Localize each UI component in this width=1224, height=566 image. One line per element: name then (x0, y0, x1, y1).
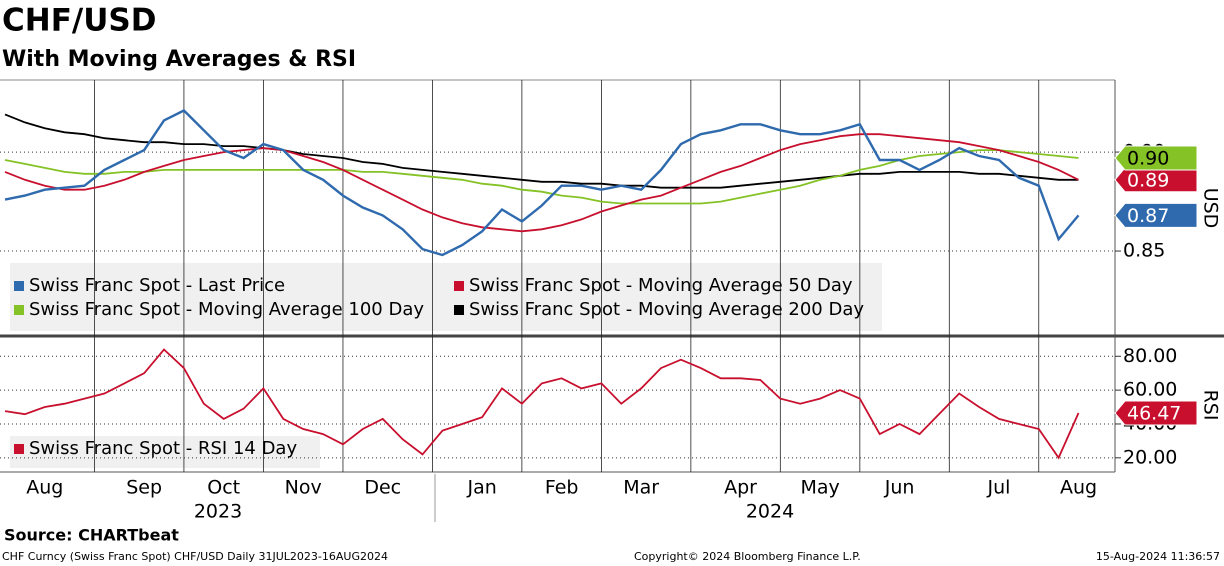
legend-swatch (454, 281, 464, 291)
series-line (4, 113, 1079, 189)
legend-swatch (14, 444, 24, 454)
legend-label: Swiss Franc Spot - Moving Average 100 Da… (29, 299, 424, 320)
y-axis-label: USD (1200, 188, 1222, 229)
footer-left: CHF Curncy (Swiss Franc Spot) CHF/USD Da… (2, 550, 388, 563)
legend-box (10, 263, 882, 331)
last-value-label: 46.47 (1127, 403, 1181, 425)
x-tick-label: Sep (126, 477, 162, 499)
x-tick-label: Feb (545, 477, 579, 499)
x-tick-label: Jan (466, 477, 496, 499)
series-line (4, 133, 1079, 233)
year-label: 2024 (746, 501, 794, 523)
last-value-tag (1114, 167, 1198, 193)
x-tick-label: May (800, 477, 839, 499)
x-tick-label: Apr (724, 477, 757, 499)
chart-title: CHF/USD (2, 3, 156, 39)
last-value-tag (1114, 400, 1198, 426)
legend-label: Swiss Franc Spot - RSI 14 Day (29, 438, 297, 459)
last-value-tag (1114, 202, 1198, 228)
x-tick-label: Oct (207, 477, 240, 499)
source: Source: CHARTbeat (4, 526, 179, 545)
y-axis-label: RSI (1200, 390, 1222, 421)
chart-subtitle: With Moving Averages & RSI (2, 47, 356, 72)
legend-label: Swiss Franc Spot - Moving Average 50 Day (469, 275, 853, 296)
y-tick-label: 0.85 (1123, 240, 1165, 262)
series-line (4, 149, 1079, 205)
footer-right: 15-Aug-2024 11:36:57 (1096, 550, 1220, 563)
series-line (4, 109, 1080, 257)
last-value-label: 0.90 (1127, 148, 1169, 170)
last-value-label: 0.87 (1127, 205, 1169, 227)
x-tick-label: Jul (987, 477, 1011, 499)
x-tick-label: Mar (623, 477, 659, 499)
legend-swatch (14, 281, 24, 291)
x-tick-label: Aug (26, 477, 63, 499)
legend-label: Swiss Franc Spot - Moving Average 200 Da… (469, 299, 864, 320)
x-tick-label: Aug (1060, 477, 1097, 499)
footer-center: Copyright© 2024 Bloomberg Finance L.P. (634, 550, 861, 563)
year-label: 2023 (194, 501, 242, 523)
series-line (4, 348, 1080, 460)
y-tick-label: 60.00 (1123, 379, 1177, 401)
x-tick-label: Nov (285, 477, 322, 499)
y-tick-label: 20.00 (1123, 446, 1177, 468)
legend-box (10, 436, 320, 468)
legend-swatch (454, 305, 464, 315)
legend-swatch (14, 305, 24, 315)
last-value-label: 0.89 (1127, 169, 1169, 191)
last-value-tag (1114, 145, 1198, 171)
legend-label: Swiss Franc Spot - Last Price (29, 275, 285, 296)
y-tick-label: 80.00 (1123, 345, 1177, 367)
x-tick-label: Dec (364, 477, 401, 499)
x-tick-label: Jun (884, 477, 915, 499)
